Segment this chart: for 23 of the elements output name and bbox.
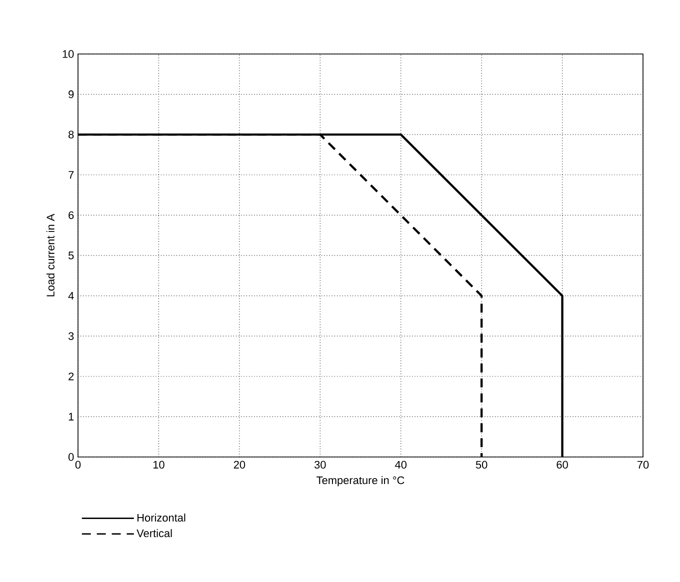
y-tick-label: 3 [68, 332, 74, 340]
x-tick-label: 0 [75, 460, 81, 469]
x-axis-title: Temperature in °C [316, 476, 404, 486]
x-tick-label: 70 [637, 460, 649, 469]
y-tick-label: 9 [68, 90, 74, 98]
x-tick-label: 20 [234, 460, 246, 469]
x-tick-label: 40 [395, 460, 407, 469]
y-tick-label: 1 [68, 412, 74, 420]
y-tick-label: 2 [68, 372, 74, 380]
y-tick-label: 10 [62, 50, 74, 58]
x-tick-label: 10 [153, 460, 164, 469]
x-tick-label: 50 [476, 460, 488, 469]
x-tick-label: 60 [556, 460, 568, 469]
y-tick-label: 6 [68, 211, 74, 220]
y-tick-label: 8 [68, 130, 74, 138]
y-tick-label: 4 [68, 292, 74, 300]
y-tick-label: 5 [68, 252, 74, 260]
legend-label: Vertical [136, 529, 172, 538]
legend-label: Horizontal [137, 514, 186, 522]
x-tick-label: 30 [314, 460, 326, 469]
y-tick-label: 0 [68, 453, 74, 461]
y-axis-title: Load current in A [46, 214, 54, 296]
y-tick-label: 7 [68, 171, 74, 179]
